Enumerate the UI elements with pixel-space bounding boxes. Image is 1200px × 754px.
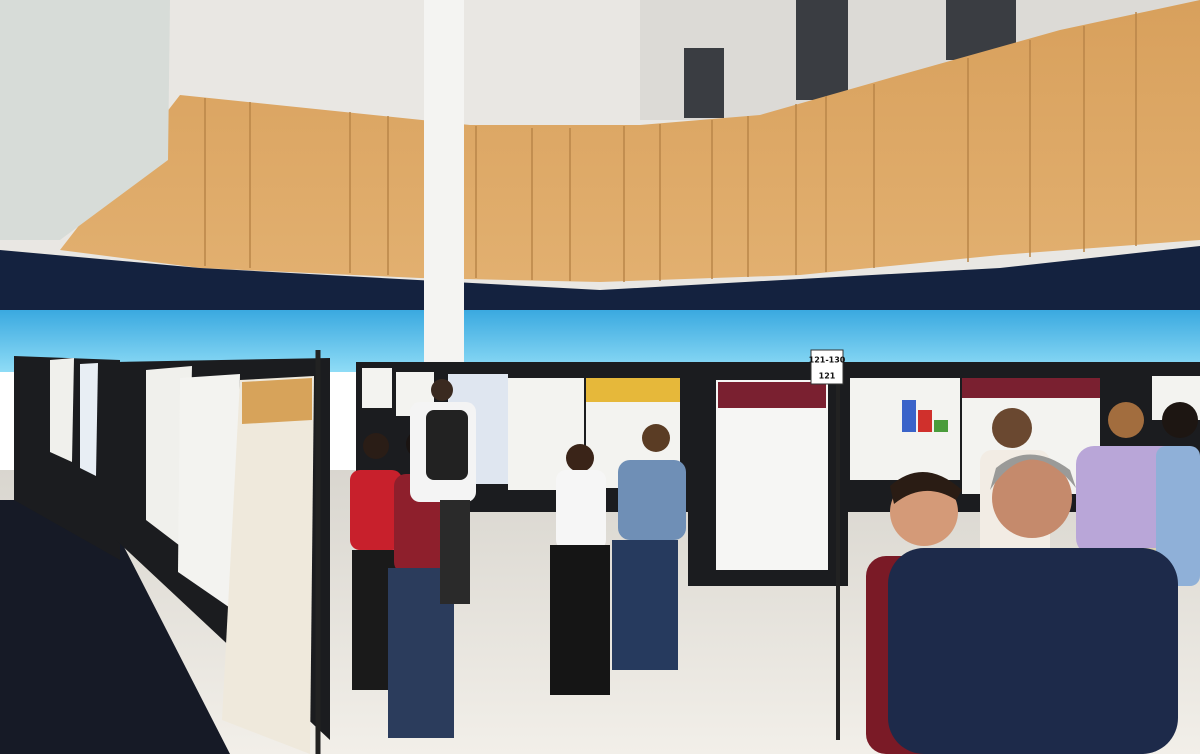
poster <box>50 358 74 462</box>
poster-header <box>586 378 680 402</box>
poster-figure <box>918 410 932 432</box>
poster <box>178 374 240 612</box>
column <box>424 0 464 370</box>
wood-wall <box>60 0 1200 282</box>
dark-floor <box>0 500 230 754</box>
poster-figure <box>902 400 916 432</box>
window <box>796 0 848 100</box>
poster-header <box>718 382 826 408</box>
poster-figure <box>934 420 948 432</box>
person <box>888 454 1178 754</box>
sign <box>810 349 844 385</box>
window <box>684 48 724 118</box>
poster-header <box>962 378 1100 398</box>
poster <box>716 380 828 570</box>
sign-label: 121-130 <box>809 356 846 365</box>
sign-label: 121 <box>819 372 836 381</box>
wood-seams <box>204 12 1137 282</box>
poster <box>222 376 314 754</box>
person <box>550 444 610 695</box>
person <box>410 379 476 604</box>
poster-header <box>242 378 312 424</box>
person <box>612 424 686 670</box>
navy-band <box>0 246 1200 320</box>
balcony <box>0 0 170 240</box>
person <box>1156 402 1200 586</box>
poster <box>80 363 98 476</box>
